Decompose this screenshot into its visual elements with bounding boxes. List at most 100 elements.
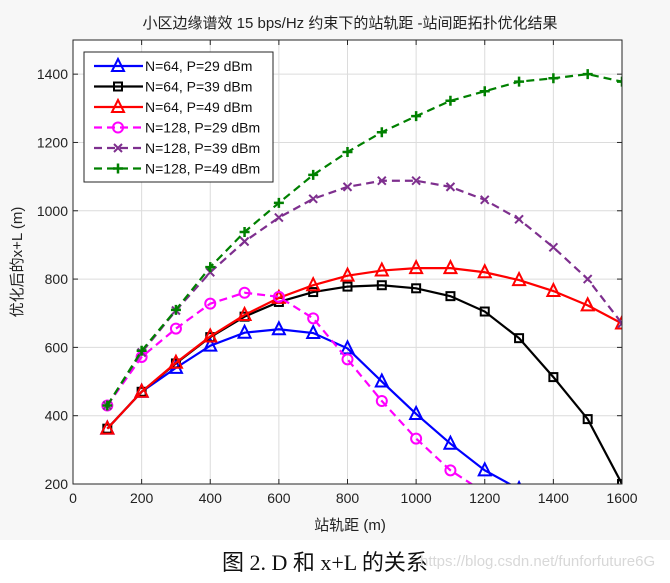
y-tick-label: 600 xyxy=(45,339,69,355)
data-point xyxy=(411,176,421,186)
data-point xyxy=(377,176,387,186)
data-point xyxy=(479,306,490,317)
legend-marker xyxy=(110,97,126,113)
data-point xyxy=(548,372,559,383)
data-point xyxy=(274,212,284,223)
data-point xyxy=(376,280,387,291)
legend-label: N=64, P=29 dBm xyxy=(145,58,252,74)
y-tick-label: 200 xyxy=(45,476,69,492)
data-point xyxy=(239,236,250,247)
data-point xyxy=(374,261,390,277)
data-point xyxy=(305,323,321,340)
data-point xyxy=(411,283,422,294)
data-point xyxy=(99,419,115,435)
data-point xyxy=(614,314,622,330)
data-point xyxy=(272,290,285,303)
series-line xyxy=(106,179,622,407)
data-point xyxy=(202,327,218,343)
data-point xyxy=(410,432,423,445)
data-point xyxy=(136,345,147,356)
x-tick-label: 0 xyxy=(69,490,77,506)
data-point xyxy=(239,226,250,237)
data-point xyxy=(102,400,113,411)
data-point xyxy=(374,372,390,388)
data-point xyxy=(442,434,459,450)
legend-label: N=128, P=49 dBm xyxy=(145,161,260,177)
data-point xyxy=(204,297,217,310)
data-point xyxy=(477,461,493,477)
data-point xyxy=(134,382,150,398)
series-5 xyxy=(102,69,622,411)
y-tick-label: 800 xyxy=(45,271,69,287)
x-tick-label: 1000 xyxy=(401,490,432,506)
series-2 xyxy=(99,258,622,435)
data-point xyxy=(342,281,353,292)
legend-label: N=64, P=49 dBm xyxy=(145,99,252,115)
data-point xyxy=(548,242,559,253)
data-point xyxy=(202,336,218,352)
data-point xyxy=(445,182,456,192)
x-tick-label: 1200 xyxy=(469,490,500,506)
data-point xyxy=(408,258,424,275)
y-tick-label: 1000 xyxy=(37,203,68,219)
data-point xyxy=(342,147,353,158)
data-point xyxy=(341,353,354,366)
data-point xyxy=(617,76,622,87)
data-point xyxy=(580,296,596,312)
data-point xyxy=(442,258,459,275)
series-line xyxy=(106,267,622,430)
series-line xyxy=(106,73,622,407)
data-point xyxy=(375,395,388,408)
data-point xyxy=(511,270,527,287)
x-tick-label: 600 xyxy=(267,490,291,506)
data-point xyxy=(408,404,424,420)
data-point xyxy=(271,320,287,336)
legend-label: N=128, P=29 dBm xyxy=(145,120,260,136)
data-point xyxy=(480,195,490,205)
line-chart: 0 200 400 600 800 1000 1200 1400 160020040060080… xyxy=(9,15,638,534)
legend-marker xyxy=(113,81,123,92)
x-axis-label: 站轨距 (m) xyxy=(314,517,386,534)
x-tick-label: 1600 xyxy=(606,490,637,506)
data-point xyxy=(305,275,321,292)
data-point xyxy=(514,76,525,87)
data-point xyxy=(168,353,184,369)
data-point xyxy=(582,414,593,425)
data-point xyxy=(236,305,253,321)
data-point xyxy=(548,73,559,84)
data-point xyxy=(342,182,353,192)
data-point xyxy=(582,274,593,284)
figure: 0 200 400 600 800 1000 1200 1400 1600 200 400 600 80… xyxy=(9,15,638,534)
data-point xyxy=(308,194,318,204)
x-tick-label: 1400 xyxy=(538,490,569,506)
caption-area xyxy=(0,540,670,583)
legend-marker xyxy=(113,163,123,174)
watermark: https://blog.csdn.net/funforfuture6G xyxy=(420,553,656,570)
legend-marker xyxy=(113,143,123,153)
figure-caption: 图 2. D 和 x+L 的关系 xyxy=(222,550,428,575)
data-point xyxy=(238,286,251,299)
data-point xyxy=(308,287,319,298)
data-point xyxy=(479,86,490,97)
plot-frame xyxy=(72,39,623,485)
legend-label: N=128, P=39 dBm xyxy=(145,140,260,156)
legend: N=64, P=29 dBm N=64, P=39 dBm N=64, P=49 d… xyxy=(83,51,274,183)
data-point xyxy=(307,312,320,325)
legend-marker xyxy=(112,121,124,134)
data-point xyxy=(617,318,622,329)
data-point xyxy=(514,214,524,225)
data-point xyxy=(273,197,284,208)
series-line xyxy=(106,291,474,484)
data-point xyxy=(339,266,356,282)
chart-title: 小区边缘谱效 15 bps/Hz 约束下的站轨距 -站间距拓扑优化结果 xyxy=(142,15,557,32)
data-point xyxy=(376,127,387,138)
y-axis-label: 优化后的x+L (m) xyxy=(9,207,26,318)
x-tick-label: 400 xyxy=(199,490,223,506)
y-tick-label: 400 xyxy=(45,408,69,424)
y-tick-label: 1200 xyxy=(37,134,68,150)
data-point xyxy=(444,464,457,477)
data-point xyxy=(514,333,525,344)
data-point xyxy=(205,262,216,273)
legend-marker xyxy=(110,56,126,72)
legend-box xyxy=(83,51,274,183)
